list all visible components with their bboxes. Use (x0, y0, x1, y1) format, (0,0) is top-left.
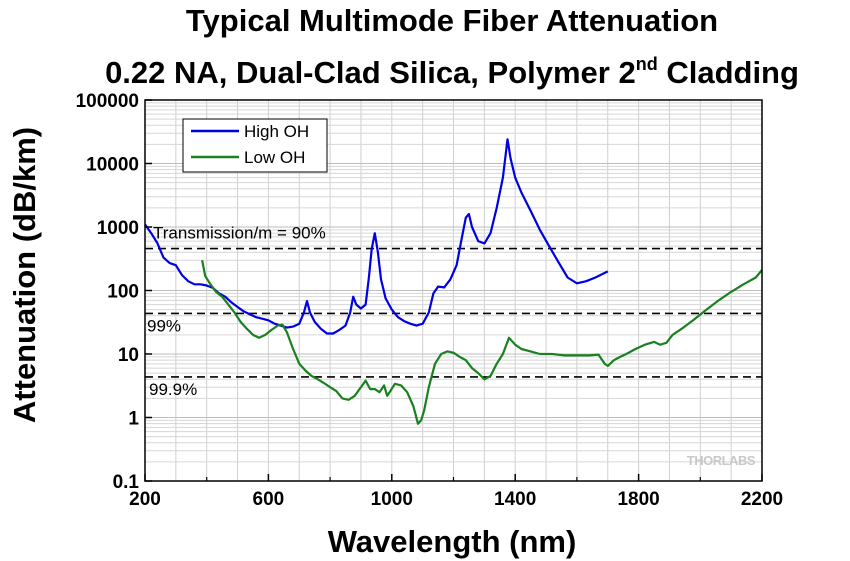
y-tick-label: 1 (128, 409, 139, 430)
reference-lines: Transmission/m = 90% 99% 99.9% (145, 224, 762, 399)
thorlabs-watermark: THORLABS (687, 453, 756, 468)
series-line-high-oh (144, 138, 609, 335)
y-axis-title: Attenuation (dB/km) (7, 127, 42, 423)
y-tick-label: 100000 (76, 91, 139, 112)
axis-ticks: 200 600 1000 1400 1800 2200 0.1 1 10 100 1000 10000… (76, 91, 784, 510)
chart-title-line-1: Typical Multimode Fiber Attenuation (186, 3, 718, 38)
chart-title-line-2: 0.22 NA, Dual-Clad Silica, Polymer 2nd C… (105, 54, 799, 90)
reference-line-label: 99% (147, 316, 181, 335)
x-axis-title: Wavelength (nm) (328, 524, 577, 559)
legend: High OH Low OH (182, 118, 328, 173)
grid (145, 100, 762, 481)
chart-title-line-2-main: 0.22 NA, Dual-Clad Silica, Polymer 2 (105, 55, 636, 90)
plot-frame (144, 99, 763, 482)
y-tick-label: 10000 (86, 155, 139, 176)
reference-line-label: 99.9% (149, 380, 197, 399)
chart-title-superscript: nd (636, 54, 658, 74)
legend-label-low-oh: Low OH (244, 148, 305, 167)
x-tick-label: 600 (253, 489, 285, 510)
chart-title-line-2-tail: Cladding (658, 55, 799, 90)
reference-line-label: Transmission/m = 90% (153, 224, 326, 243)
x-tick-label: 2200 (741, 489, 783, 510)
x-tick-label: 1800 (617, 489, 659, 510)
y-tick-label: 0.1 (113, 472, 140, 493)
legend-label-high-oh: High OH (244, 122, 309, 141)
y-tick-label: 10 (118, 345, 139, 366)
x-tick-label: 1400 (494, 489, 536, 510)
legend-box (182, 118, 328, 173)
x-tick-label: 200 (129, 489, 161, 510)
series-line-low-oh (201, 259, 763, 425)
y-tick-label: 1000 (97, 218, 139, 239)
x-tick-label: 1000 (371, 489, 413, 510)
y-tick-label: 100 (107, 282, 139, 303)
data-series (144, 138, 763, 425)
